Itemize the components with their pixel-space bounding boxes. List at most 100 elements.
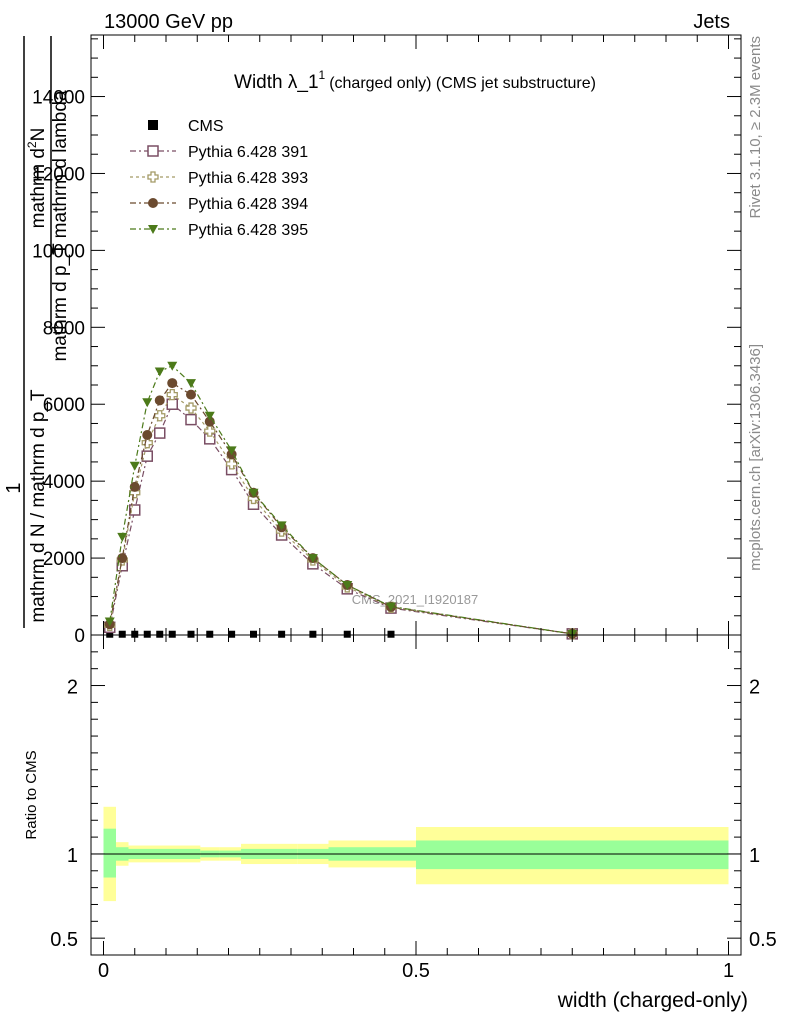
main-panel: 0 2000 4000 6000 8000 10000 12000 14000 CMS_202… xyxy=(32,34,742,647)
cms-marker xyxy=(250,630,257,638)
series-line xyxy=(109,382,573,635)
main-ylabel: 1 mathrm d N / mathrm d p_T mathrm d2N m… xyxy=(3,36,71,628)
triangle-marker xyxy=(204,411,215,421)
open-square-marker xyxy=(141,450,153,462)
x-tick-label: 0 xyxy=(98,960,109,982)
series-layer xyxy=(104,361,578,640)
series-line xyxy=(109,403,573,635)
circle-marker xyxy=(154,395,165,406)
circle-marker xyxy=(148,198,158,208)
open-square-marker xyxy=(166,398,178,410)
cms-marker xyxy=(187,630,195,638)
ratio-bands xyxy=(103,806,729,902)
cms-marker xyxy=(143,630,151,638)
title-sup: 1 xyxy=(319,68,326,82)
open-cross-marker xyxy=(166,388,178,401)
open-square-marker xyxy=(185,413,197,426)
legend-entry-label: Pythia 6.428 393 xyxy=(188,170,308,187)
triangle-marker xyxy=(167,361,178,371)
ratio-y-tick-label: 2 xyxy=(67,677,78,699)
main-y-tick-label: 2000 xyxy=(43,549,85,570)
series-pythia-6-428-394 xyxy=(104,378,578,639)
main-y-tick-label: 12000 xyxy=(32,164,85,185)
open-square-marker xyxy=(154,427,166,439)
title-main: Width λ_1 xyxy=(234,72,318,93)
main-y-tick-label: 6000 xyxy=(43,395,85,416)
cms-marker xyxy=(118,630,126,638)
triangle-marker xyxy=(386,602,396,612)
header-jets: Jets xyxy=(693,11,730,33)
main-y-ticks: 0 2000 4000 6000 8000 10000 12000 14000 xyxy=(32,38,741,647)
triangle-marker xyxy=(129,461,140,471)
open-cross-marker xyxy=(154,410,166,422)
cms-marker xyxy=(387,630,395,638)
circle-marker xyxy=(142,430,153,440)
cms-marker xyxy=(278,630,286,638)
circle-marker xyxy=(186,389,196,400)
ratio-band-green xyxy=(103,828,116,878)
ylabel-top: mathrm d2N xyxy=(25,128,49,229)
open-cross-marker xyxy=(141,437,153,449)
main-y-tick-label: 4000 xyxy=(43,472,85,493)
cms-marker xyxy=(168,630,176,638)
open-square-marker xyxy=(147,145,159,157)
ratio-y-tick-label: 0.5 xyxy=(50,929,78,951)
open-cross-marker xyxy=(204,425,216,437)
ylabel-top-d: mathrm d xyxy=(28,148,49,228)
ratio-ticks: 0.5 0.5 1 1 2 2 0 0.5 1 xyxy=(50,35,777,982)
header-energy: 13000 GeV pp xyxy=(104,11,233,33)
watermark: CMS_2021_I1920187 xyxy=(352,592,479,607)
ratio-y-tick-label-right: 2 xyxy=(749,677,760,699)
x-tick-label: 1 xyxy=(723,960,734,982)
triangle-marker xyxy=(186,379,196,389)
title-rest: (charged only) (CMS jet substructure) xyxy=(329,75,596,92)
ylabel-top-sup: 2 xyxy=(25,141,39,148)
rivet-label: Rivet 3.1.10, ≥ 2.3M events xyxy=(747,36,764,219)
legend: CMS Pythia 6.428 391 Pythia 6.428 393 Pythi… xyxy=(130,118,308,239)
series-pythia-6-428-391 xyxy=(104,398,578,640)
ratio-y-tick-label-right: 1 xyxy=(749,845,760,867)
ylabel-den: mathrm d p_T mathrm d lambda xyxy=(50,90,71,361)
cms-marker xyxy=(206,630,214,638)
legend-entry-label: Pythia 6.428 395 xyxy=(188,222,308,239)
circle-marker xyxy=(129,481,140,492)
ratio-panel: 0.5 0.5 1 1 2 2 0 0.5 1 Ratio to CMS width (char… xyxy=(23,35,777,1012)
cms-marker xyxy=(156,630,164,638)
main-y-tick-label: 8000 xyxy=(43,318,85,339)
triangle-marker xyxy=(276,521,287,531)
cms-marker xyxy=(309,630,317,638)
cms-marker xyxy=(106,630,114,638)
mcplots-label: mcplots.cern.ch [arXiv:1306.3436] xyxy=(747,344,764,571)
main-y-tick-label: 10000 xyxy=(32,241,85,262)
ratio-y-tick-label: 1 xyxy=(67,845,78,867)
legend-entry-label: Pythia 6.428 394 xyxy=(188,196,308,213)
circle-marker xyxy=(167,378,178,389)
cms-marker xyxy=(343,630,351,638)
chart-title: Width λ_11 (charged only) (CMS jet substr… xyxy=(234,68,596,93)
series-line xyxy=(109,393,573,635)
open-cross-marker xyxy=(147,171,159,183)
ratio-band-green xyxy=(416,840,729,870)
ylabel-bottom: mathrm d N / mathrm d p_T xyxy=(28,389,49,623)
main-y-tick-label: 0 xyxy=(74,626,85,647)
triangle-marker xyxy=(342,581,353,590)
main-y-tick-label: 14000 xyxy=(32,88,85,109)
triangle-marker xyxy=(104,617,115,627)
triangle-marker xyxy=(226,446,237,456)
ratio-y-tick-label-right: 0.5 xyxy=(749,929,777,951)
cms-marker xyxy=(148,120,158,130)
ylabel-top-N: N xyxy=(28,128,49,142)
open-cross-marker xyxy=(185,402,197,414)
series-pythia-6-428-395 xyxy=(104,361,578,639)
series-cms xyxy=(106,630,395,638)
x-axis-label: width (charged-only) xyxy=(557,989,748,1012)
open-cross-marker xyxy=(225,458,238,470)
open-square-marker xyxy=(129,504,141,516)
legend-entry-label: CMS xyxy=(188,118,224,135)
series-line xyxy=(109,365,573,635)
ratio-frame xyxy=(90,634,742,956)
ylabel-one: 1 xyxy=(3,482,25,493)
triangle-marker xyxy=(307,554,318,564)
triangle-marker xyxy=(148,225,158,234)
